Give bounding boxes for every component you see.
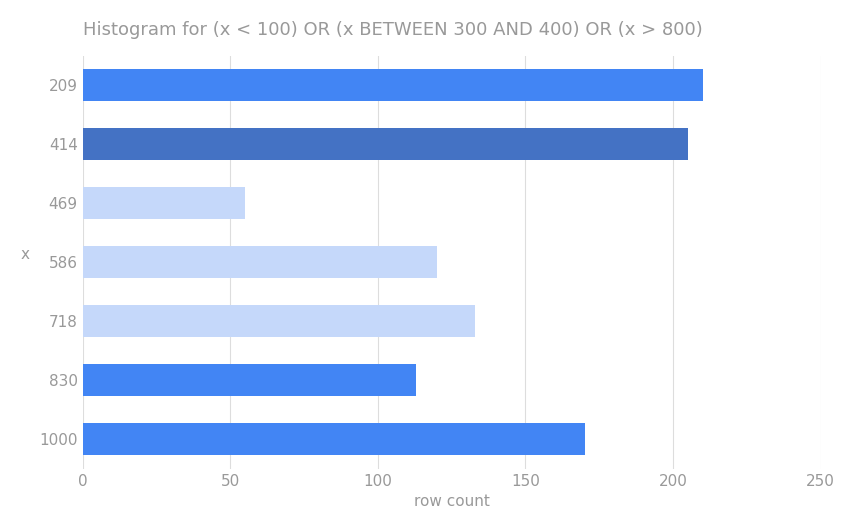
Bar xyxy=(82,305,475,338)
Y-axis label: x: x xyxy=(21,247,30,262)
Bar xyxy=(82,246,437,278)
Bar xyxy=(82,423,585,455)
Text: Histogram for (x < 100) OR (x BETWEEN 300 AND 400) OR (x > 800): Histogram for (x < 100) OR (x BETWEEN 30… xyxy=(82,21,702,39)
Bar xyxy=(82,364,416,396)
Bar xyxy=(82,69,703,101)
Bar xyxy=(82,187,245,219)
Bar xyxy=(82,128,688,161)
X-axis label: row count: row count xyxy=(413,494,490,509)
